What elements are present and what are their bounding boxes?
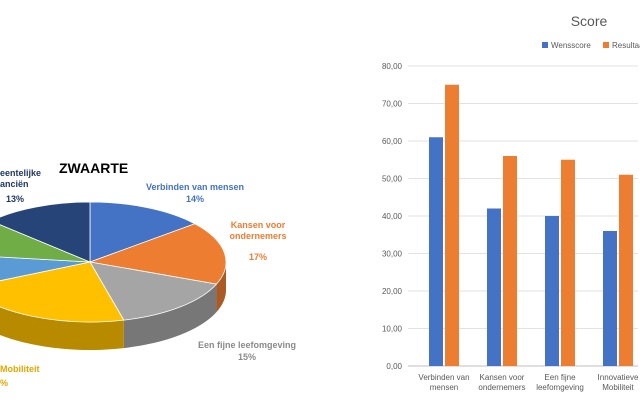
pie-slice-0 <box>89 201 196 263</box>
pie-percent-0: 14% <box>186 194 204 204</box>
x-category-label-1: Kansen voor ondernemers <box>478 373 525 392</box>
pie-side-2 <box>123 284 217 349</box>
pie-label-3: Mobiliteit <box>0 364 40 374</box>
x-category-label-3: Innovatieve Mobiliteit <box>598 373 639 392</box>
pie-side-3 <box>0 306 124 350</box>
y-tick-label-1: 10,00 <box>382 325 403 334</box>
bar-legend: Wensscore Resultaat <box>542 41 640 50</box>
pie-side-1 <box>216 262 226 313</box>
pie-chart: ZWAARTE Verbinden van mensen 14% Kansen vo… <box>0 160 296 388</box>
pie-percent-2: 15% <box>238 352 256 362</box>
y-tick-label-5: 50,00 <box>382 175 403 184</box>
y-tick-label-2: 20,00 <box>382 287 403 296</box>
bar-title: Score <box>571 13 608 29</box>
pie-slice-6 <box>0 201 91 263</box>
pie-label-2: Een fijne leefomgeving <box>198 340 296 350</box>
pie-label-0: Verbinden van mensen <box>146 182 244 192</box>
y-tick-label-0: 0,00 <box>386 362 402 371</box>
y-tick-label-8: 80,00 <box>382 62 403 71</box>
pie-label-6: eentelijke anciën <box>0 168 41 189</box>
legend-label-0: Wensscore <box>551 41 591 50</box>
pie-percent-6: 13% <box>6 194 24 204</box>
x-category-label-2: Een fijne leefomgeving <box>536 373 584 392</box>
x-category-label-0: Verbinden van mensen <box>418 373 469 392</box>
pie-label-1: Kansen voor ondernemers <box>229 220 286 241</box>
pie-slice-1 <box>88 223 227 285</box>
pie-title: ZWAARTE <box>59 160 128 176</box>
bar-wensscore-2 <box>545 216 559 366</box>
pie-slice-5 <box>0 224 91 263</box>
bar-resultaat-2 <box>561 159 575 366</box>
y-tick-label-4: 40,00 <box>382 212 403 221</box>
y-tick-label-3: 30,00 <box>382 250 403 259</box>
bar-chart: Score 0,00 10,00 20,00 30,00 40,00 50,00 60,00… <box>382 13 640 392</box>
legend-swatch-1 <box>603 42 609 48</box>
bar-wensscore-1 <box>487 208 501 366</box>
pie-chart-panel: ZWAARTE Verbinden van mensen 14% Kansen vo… <box>0 160 296 388</box>
bar-chart-panel: Score 0,00 10,00 20,00 30,00 40,00 50,00 60,00… <box>320 0 640 400</box>
pie-slice-4 <box>0 256 91 282</box>
y-tick-label-6: 60,00 <box>382 137 403 146</box>
pie-percent-1: 17% <box>249 252 267 262</box>
bar-wensscore-3 <box>603 231 617 366</box>
bar-resultaat-0 <box>445 84 459 366</box>
pie-slice-3 <box>0 261 125 323</box>
bar-resultaat-3 <box>619 174 633 366</box>
legend-swatch-0 <box>542 42 548 48</box>
bar-wensscore-0 <box>429 137 443 366</box>
pie-side-walls <box>0 262 226 350</box>
bar-resultaat-1 <box>503 156 517 366</box>
pie-percent-3: % <box>0 378 8 388</box>
pie-slice-2 <box>89 261 218 321</box>
legend-label-1: Resultaat <box>612 41 640 50</box>
y-tick-label-7: 70,00 <box>382 100 403 109</box>
